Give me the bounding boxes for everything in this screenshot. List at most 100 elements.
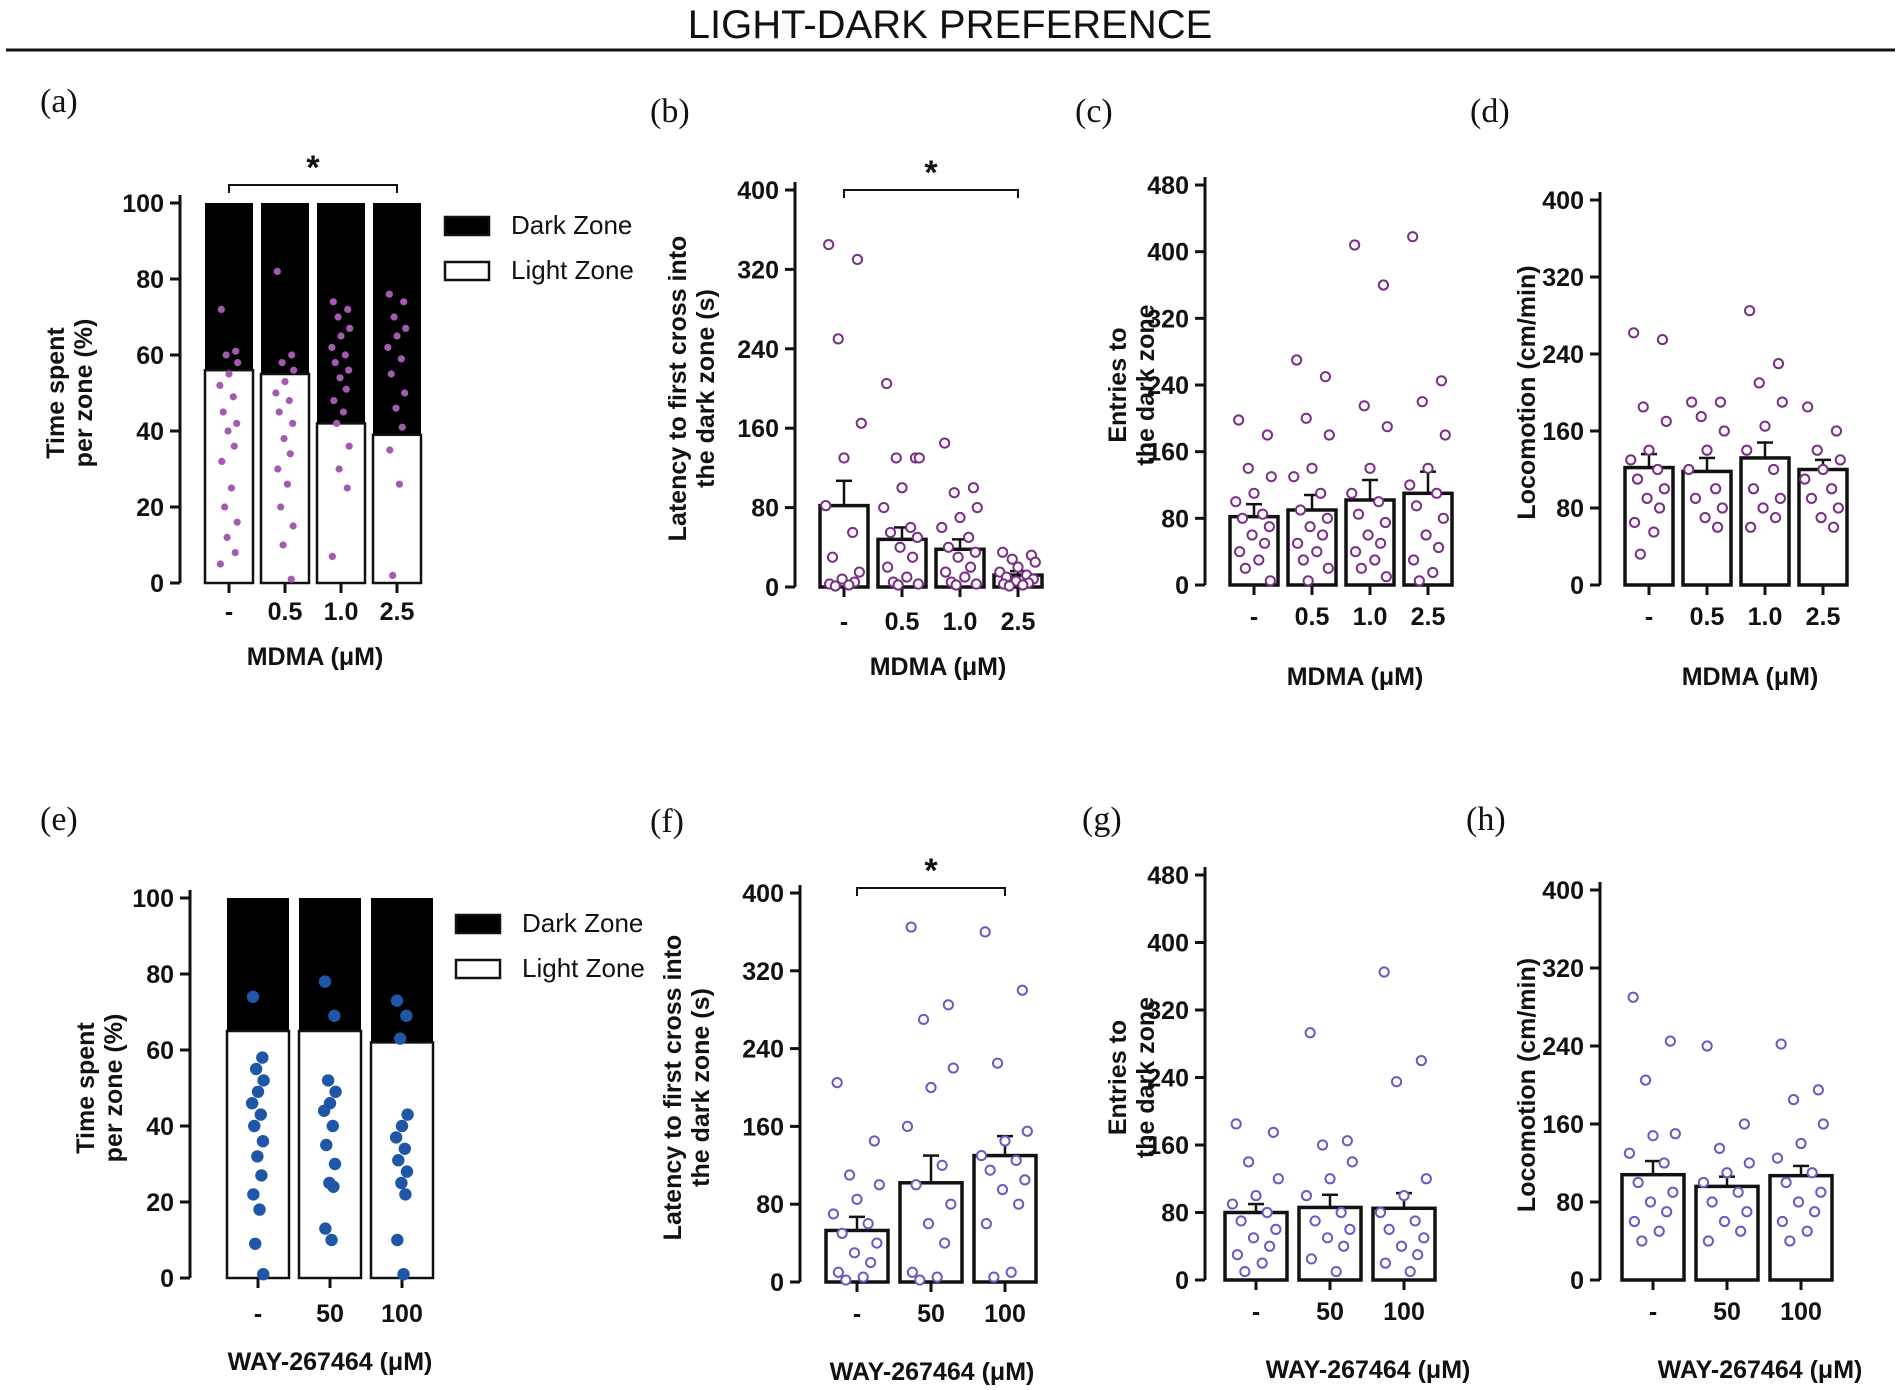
data-point [245,1097,259,1110]
x-tick-label: 1.0 [943,608,978,636]
data-point [1701,1040,1713,1052]
data-point [1309,1215,1321,1227]
y-axis-label: the dark zone (s) [687,988,715,1187]
data-point [1653,502,1666,514]
x-tick-label: 2.5 [1001,608,1036,636]
data-point [343,484,351,492]
data-point [385,290,393,298]
data-point [257,1268,270,1281]
data-point [329,1085,342,1099]
data-point [1264,575,1276,587]
x-tick-label: - [1645,603,1653,631]
panel-label: (g) [1082,801,1122,838]
data-point [851,253,864,266]
data-point [249,1062,263,1076]
y-tick-label: 100 [122,190,164,218]
y-tick-label: 320 [737,256,779,284]
y-tick-label: 320 [1147,305,1189,333]
data-point [251,1085,265,1099]
data-point [273,267,281,275]
data-point [330,397,338,405]
data-point [855,417,867,429]
data-point [1416,396,1428,408]
y-tick-label: 400 [1542,187,1584,215]
y-tick-label: 0 [1570,572,1584,600]
data-point [1321,512,1333,524]
data-point [1346,487,1358,499]
legend-swatch [454,913,502,935]
data-point [1420,529,1432,541]
data-point [401,1108,414,1121]
significance-star: * [924,154,938,192]
data-point [395,480,403,488]
panel-label: (a) [40,83,78,120]
data-point [326,1119,339,1133]
data-point [1242,1156,1255,1168]
data-point [1718,425,1730,437]
data-point [1379,1257,1392,1269]
legend-swatch [443,260,491,282]
bar [1797,467,1849,587]
data-point [991,1057,1004,1069]
data-point [216,381,224,389]
data-point [1656,333,1669,346]
x-tick-label: 50 [1316,1298,1344,1326]
data-point [1711,521,1724,533]
data-point [1300,1190,1313,1202]
data-point [1652,463,1664,476]
data-point [279,541,287,549]
data-point [217,305,225,313]
data-point [1669,1128,1681,1140]
data-point [950,579,962,591]
data-point [1380,571,1392,583]
data-point [321,1074,335,1087]
x-tick-label: 0.5 [885,608,920,636]
y-tick-label: 0 [1570,1267,1584,1295]
data-point [318,975,332,988]
data-point [826,551,839,563]
data-point [221,503,229,511]
x-tick-label: 100 [1383,1298,1425,1326]
y-tick-label: 480 [1147,172,1189,200]
data-point [873,1179,885,1191]
data-point [1714,396,1727,408]
data-point [871,1237,883,1249]
data-point [1369,554,1381,566]
data-point [1634,548,1646,560]
data-point [1231,1249,1244,1261]
data-point [838,452,850,464]
data-point [1643,444,1655,456]
data-point [1316,529,1329,541]
data-point [1390,1076,1403,1088]
data-point [1435,375,1448,387]
data-point [881,377,893,390]
data-point [857,1271,869,1283]
data-point [1264,1240,1276,1252]
data-point [231,549,239,557]
data-point [1261,429,1274,441]
y-tick-label: 80 [751,495,779,523]
data-point [225,370,233,378]
data-point [248,1119,261,1133]
data-point [948,487,960,499]
data-point [234,359,242,367]
data-point [865,1256,877,1269]
y-tick-label: 320 [1542,955,1584,983]
data-point [963,531,975,543]
data-point [255,1169,268,1182]
data-point [1305,1253,1318,1265]
data-point [836,573,848,585]
data-point [1802,401,1814,413]
data-point [1653,1225,1665,1237]
data-point [1017,579,1029,591]
panel-c: (c) 0 80 160 240 320 400 480 Entries to the dark … [1075,93,1454,691]
data-point [1242,462,1254,474]
y-axis-label: Time spent [72,1022,100,1154]
x-tick-label: 100 [381,1300,423,1328]
data-point [980,1218,993,1230]
bar [898,1181,964,1284]
data-point [1660,415,1672,427]
data-point [1006,553,1018,565]
data-point [1258,537,1271,549]
data-point [328,1009,341,1022]
